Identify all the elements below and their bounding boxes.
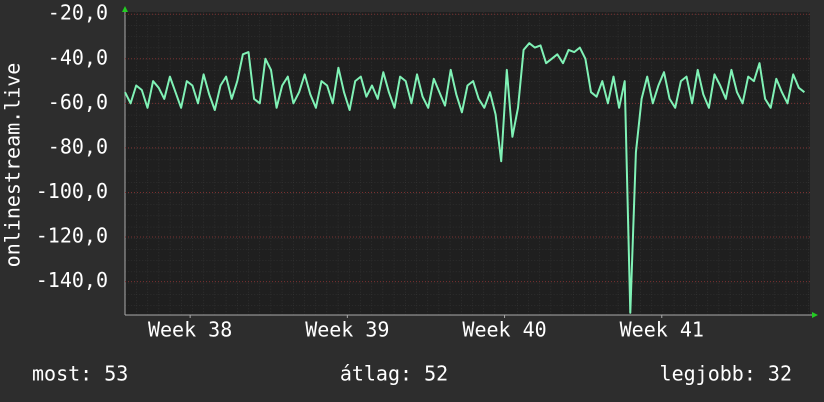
x-tick-label: Week 41	[620, 318, 704, 342]
x-arrow	[812, 312, 818, 318]
y-tick-label: -60,0	[48, 90, 108, 114]
footer-current: most: 53	[32, 362, 128, 386]
y-tick-label: -100,0	[36, 179, 108, 203]
minor-grid	[125, 12, 810, 315]
y-tick-label: -120,0	[36, 224, 108, 248]
data-line	[124, 42, 806, 314]
y-tick-label: -140,0	[36, 268, 108, 292]
x-tick-label: Week 38	[148, 318, 232, 342]
y-axis-label: onlinestream.live	[1, 63, 25, 268]
footer-best: legjobb: 32	[660, 362, 792, 386]
footer-average: átlag: 52	[340, 362, 448, 386]
y-tick-label: -40,0	[48, 45, 108, 69]
x-tick-label: Week 40	[462, 318, 546, 342]
y-tick-label: -20,0	[48, 1, 108, 25]
x-tick-label: Week 39	[305, 318, 389, 342]
y-tick-label: -80,0	[48, 134, 108, 158]
y-arrow	[122, 6, 128, 12]
